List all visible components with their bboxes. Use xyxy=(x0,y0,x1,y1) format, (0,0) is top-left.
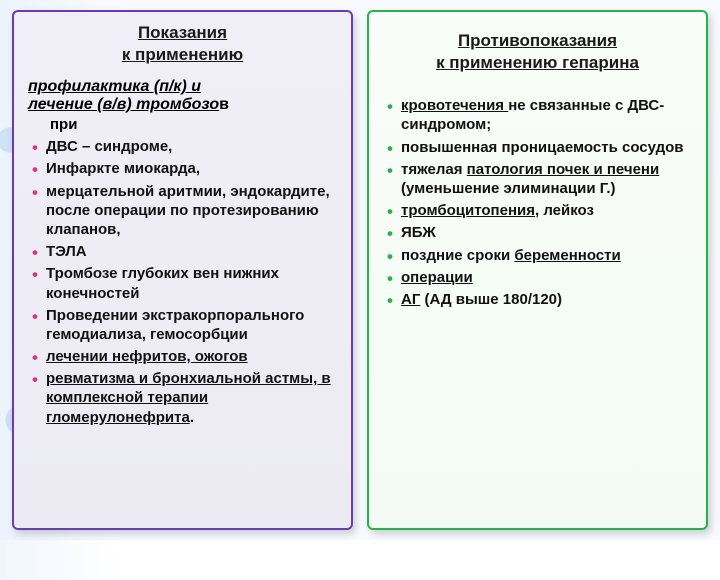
list-item: ТЭЛА xyxy=(32,242,337,261)
indications-title: Показания к применению xyxy=(28,22,337,66)
list-item-fragment: . xyxy=(190,409,194,426)
list-item: Проведении экстракорпорального гемодиали… xyxy=(32,306,337,344)
indications-panel: Показания к применению профилактика (п/к… xyxy=(12,10,353,530)
list-item: Инфаркте миокарда, xyxy=(32,159,337,178)
list-item-fragment: АГ xyxy=(401,291,420,308)
contraindications-title: Противопоказания к применению гепарина xyxy=(383,30,692,74)
list-item: операции xyxy=(387,268,692,287)
contraindications-list: кровотечения не связанные с ДВС-синдромо… xyxy=(387,96,692,309)
lead-text: профилактика (п/к) и xyxy=(28,78,201,95)
list-item-fragment: (уменьшение элиминации Г.) xyxy=(401,180,616,197)
list-item-fragment: ревматизма и бронхиальной астмы, в компл… xyxy=(46,370,331,425)
lead-tail-next: при xyxy=(50,116,337,133)
list-item-fragment: кровотечения xyxy=(401,97,508,114)
lead-tail: в xyxy=(219,96,229,113)
list-item-fragment: (АД выше 180/120) xyxy=(420,291,562,308)
title-line: Противопоказания xyxy=(458,31,617,50)
list-item-fragment: тромбоцитопения xyxy=(401,202,535,219)
indications-list: ДВС – синдроме, Инфаркте миокарда, мерцате… xyxy=(32,137,337,427)
list-item-fragment: патология почек и печени xyxy=(467,161,660,178)
contraindications-panel: Противопоказания к применению гепарина к… xyxy=(367,10,708,530)
list-item-fragment: ТЭЛА xyxy=(46,243,87,260)
list-item: тяжелая патология почек и печени (уменьш… xyxy=(387,160,692,198)
lead-text: лечение (в/в) тромбозо xyxy=(28,96,219,113)
list-item-fragment: повышенная проницаемость сосудов xyxy=(401,139,684,156)
list-item: повышенная проницаемость сосудов xyxy=(387,138,692,157)
list-item: тромбоцитопения, лейкоз xyxy=(387,201,692,220)
list-item: кровотечения не связанные с ДВС-синдромо… xyxy=(387,96,692,134)
list-item-fragment: , лейкоз xyxy=(535,202,594,219)
list-item-fragment: лечении нефритов, ожогов xyxy=(46,348,248,365)
list-item: ревматизма и бронхиальной астмы, в компл… xyxy=(32,369,337,427)
indications-lead: профилактика (п/к) и лечение (в/в) тромб… xyxy=(28,78,337,114)
list-item-fragment: тяжелая xyxy=(401,161,467,178)
list-item: ЯБЖ xyxy=(387,223,692,242)
list-item: АГ (АД выше 180/120) xyxy=(387,290,692,309)
list-item-fragment: мерцательной аритмии, эндокардите, после… xyxy=(46,183,330,238)
list-item-fragment: ДВС – синдроме, xyxy=(46,138,172,155)
list-item-fragment: беременности xyxy=(514,247,620,264)
list-item-fragment: Инфаркте миокарда, xyxy=(46,160,200,177)
list-item-fragment: операции xyxy=(401,269,473,286)
list-item: Тромбозе глубоких вен нижних конечностей xyxy=(32,264,337,302)
list-item-fragment: поздние сроки xyxy=(401,247,514,264)
title-line: Показания xyxy=(138,23,227,42)
list-item-fragment: Тромбозе глубоких вен нижних конечностей xyxy=(46,265,279,301)
list-item: поздние сроки беременности xyxy=(387,246,692,265)
title-line: к применению гепарина xyxy=(436,53,639,72)
list-item-fragment: Проведении экстракорпорального гемодиали… xyxy=(46,307,304,343)
list-item: ДВС – синдроме, xyxy=(32,137,337,156)
list-item: лечении нефритов, ожогов xyxy=(32,347,337,366)
list-item-fragment: ЯБЖ xyxy=(401,224,436,241)
title-line: к применению xyxy=(122,45,243,64)
slide: Показания к применению профилактика (п/к… xyxy=(0,0,720,540)
list-item: мерцательной аритмии, эндокардите, после… xyxy=(32,182,337,240)
